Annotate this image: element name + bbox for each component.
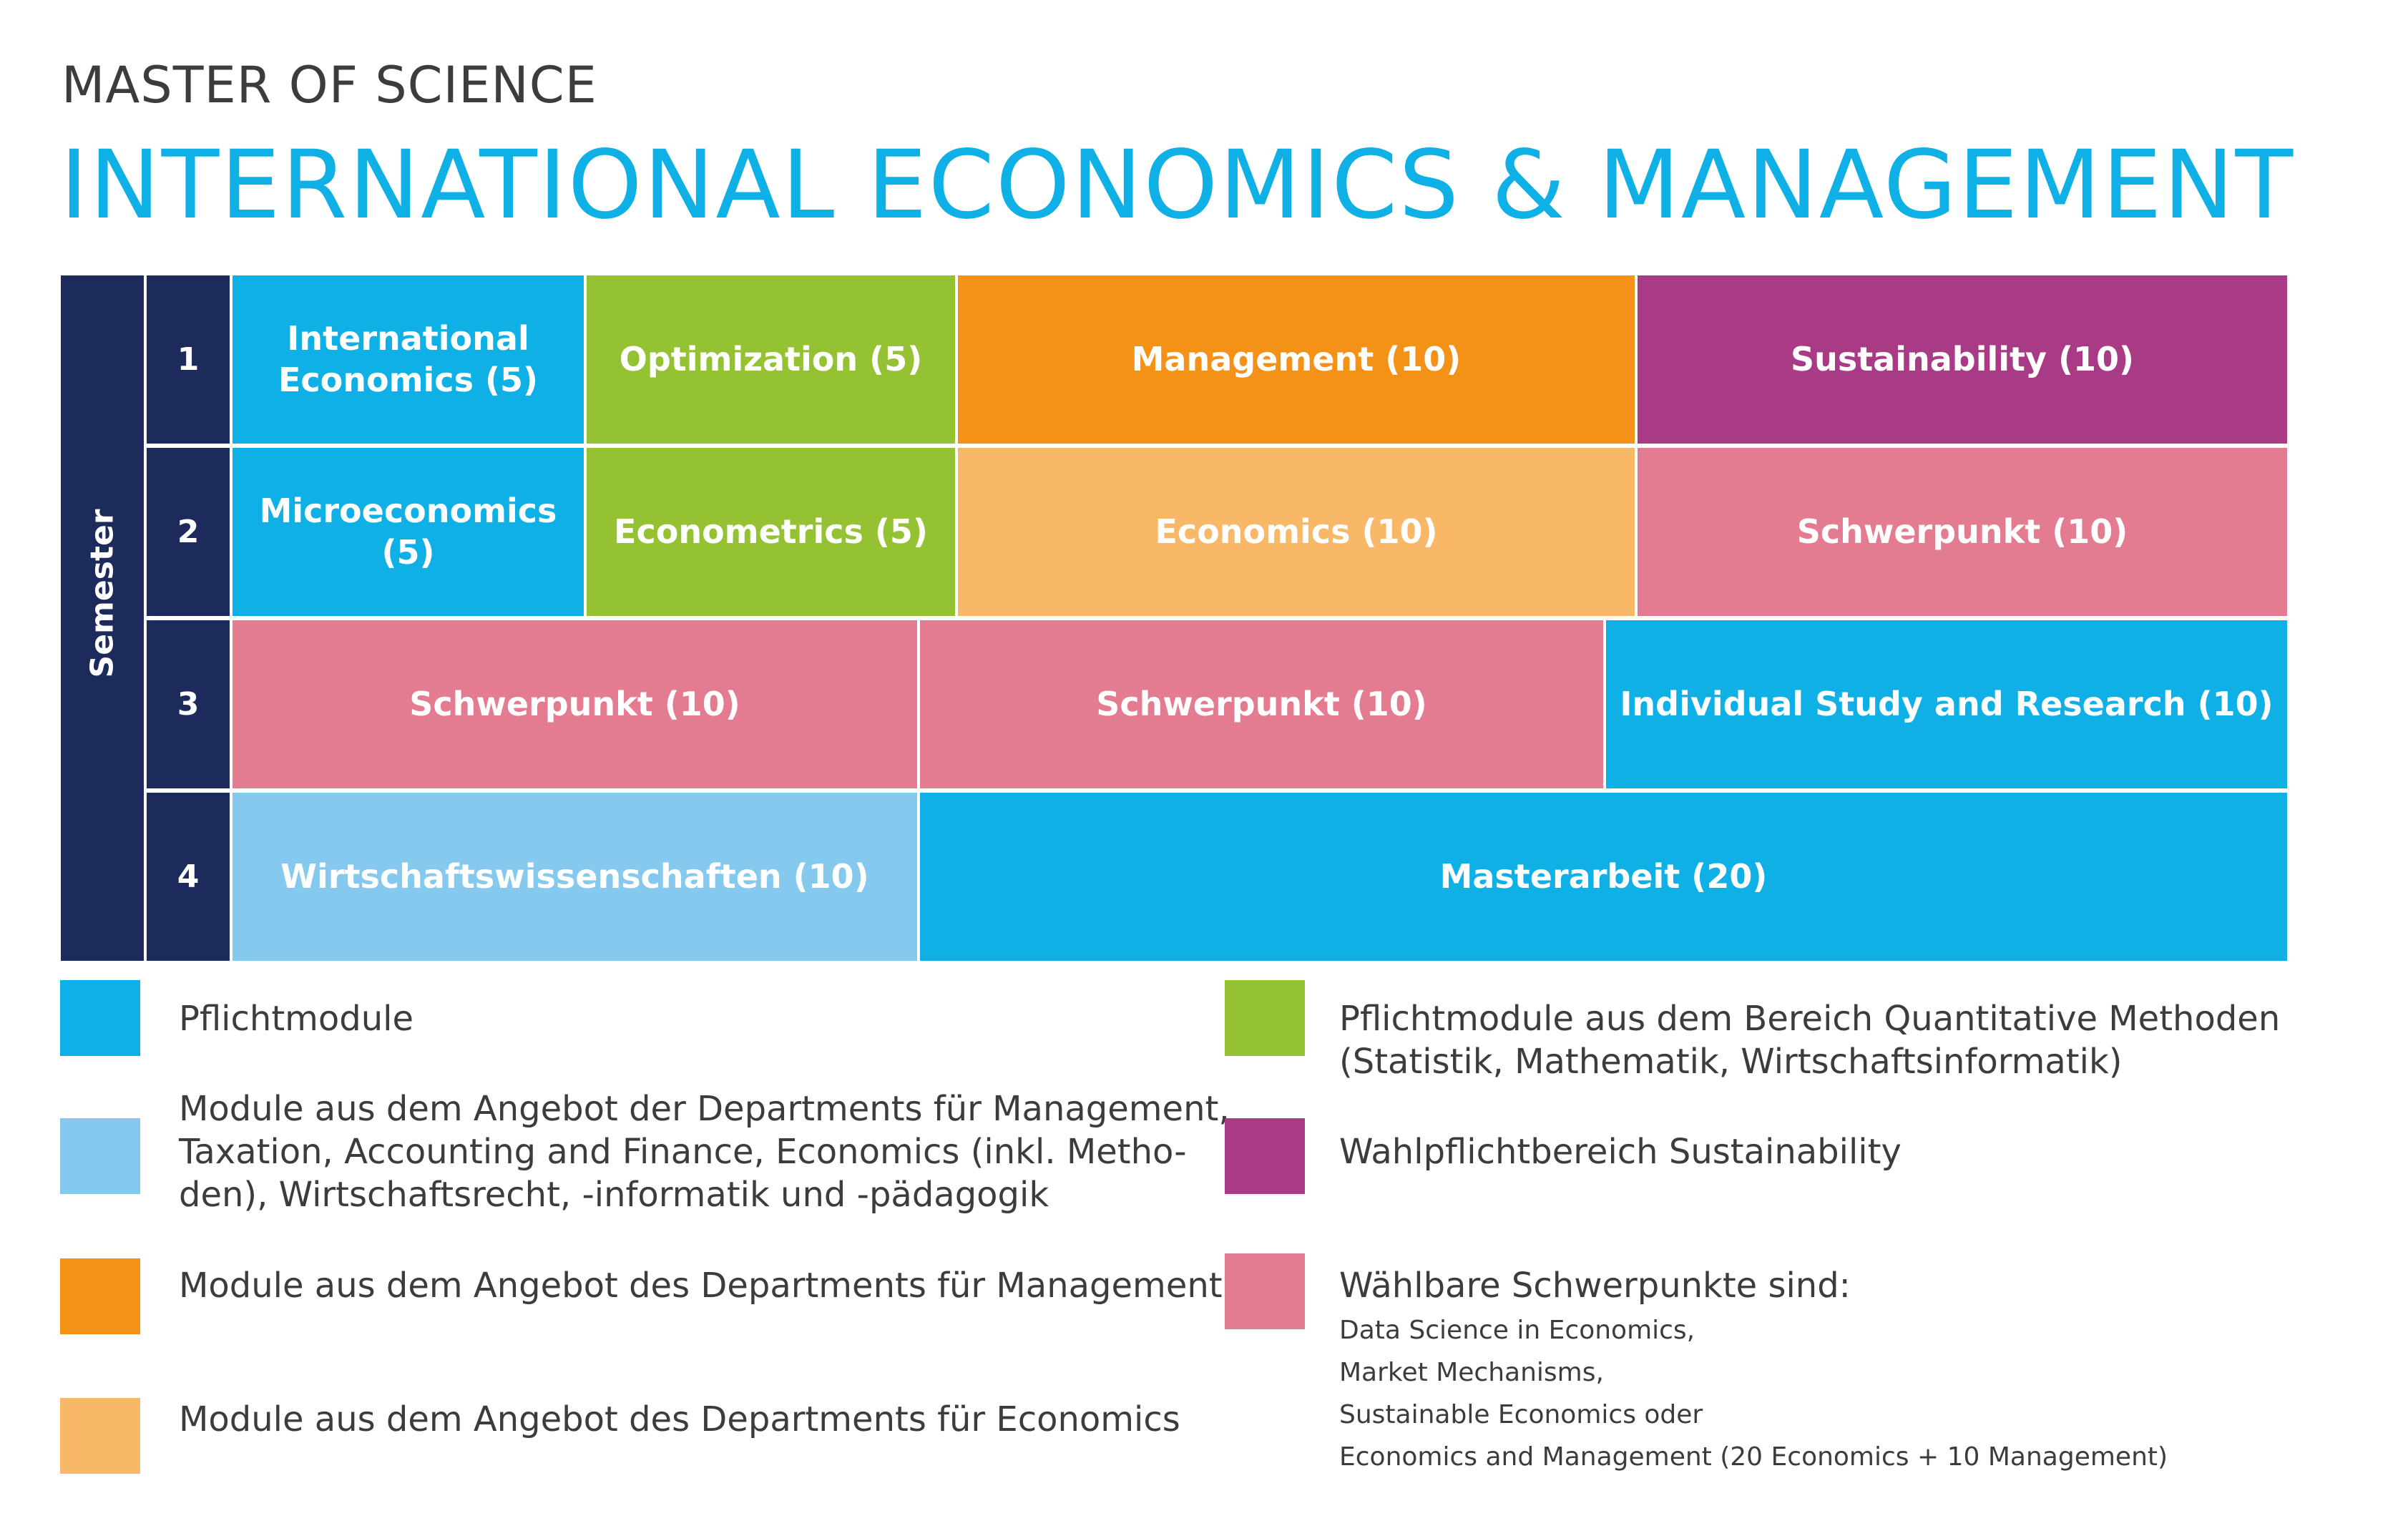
module-international-economics: International Economics (5)	[230, 273, 586, 446]
module-masterarbeit: Masterarbeit (20)	[918, 791, 2289, 963]
semester-number-1: 1	[145, 273, 232, 446]
legend-label-departments-line3: den), Wirtschaftsrecht, -informatik und …	[179, 1175, 1049, 1215]
legend-swatch-pflicht	[60, 980, 140, 1056]
legend-label-quant-line1: Pflichtmodule aus dem Bereich Quantitati…	[1339, 999, 2281, 1039]
semester-number-4: 4	[145, 791, 232, 963]
module-optimization: Optimization (5)	[584, 273, 957, 446]
module-wirtschaftswissenschaften: Wirtschaftswissenschaften (10)	[230, 791, 919, 963]
semester-axis	[59, 273, 146, 963]
semester-number-3: 3	[145, 618, 232, 791]
legend-label-management: Module aus dem Angebot des Departments f…	[179, 1266, 1223, 1306]
legend-swatch-sustainability	[1225, 1118, 1305, 1194]
legend-schwerpunkt-item: Sustainable Economics oder	[1339, 1400, 1703, 1429]
module-sustainability: Sustainability (10)	[1635, 273, 2289, 446]
legend-schwerpunkt-item: Economics and Management (20 Economics +…	[1339, 1442, 2168, 1472]
module-microeconomics: Microeconomics (5)	[230, 446, 586, 618]
semester-number-2: 2	[145, 446, 232, 618]
module-economics: Economics (10)	[956, 446, 1637, 618]
module-schwerpunkt-s3-b: Schwerpunkt (10)	[918, 618, 1605, 791]
legend-schwerpunkt-item: Data Science in Economics,	[1339, 1316, 1695, 1345]
legend-swatch-schwerpunkt	[1225, 1253, 1305, 1329]
legend-label-pflicht: Pflichtmodule	[179, 999, 414, 1039]
legend-swatch-economics	[60, 1398, 140, 1474]
legend-label-economics: Module aus dem Angebot des Departments f…	[179, 1399, 1180, 1439]
legend-label-schwerpunkt: Wählbare Schwerpunkte sind:	[1339, 1266, 1851, 1306]
legend-label-quant-line2: (Statistik, Mathematik, Wirtschaftsinfor…	[1339, 1042, 2123, 1082]
semester-axis-label: Semester	[84, 509, 121, 678]
module-management: Management (10)	[956, 273, 1637, 446]
module-individual-study: Individual Study and Research (10)	[1604, 618, 2289, 791]
legend-swatch-departments	[60, 1118, 140, 1194]
program-title: INTERNATIONAL ECONOMICS & MANAGEMENT	[60, 130, 2295, 240]
module-international-economics-line2: Economics (5)	[278, 360, 539, 399]
legend-label-sustainability: Wahlpflichtbereich Sustainability	[1339, 1132, 1902, 1172]
legend-swatch-management	[60, 1258, 140, 1334]
module-schwerpunkt-s2: Schwerpunkt (10)	[1635, 446, 2289, 618]
module-econometrics: Econometrics (5)	[584, 446, 957, 618]
legend-label-departments-line1: Module aus dem Angebot der Departments f…	[179, 1089, 1230, 1129]
legend-label-departments-line2: Taxation, Accounting and Finance, Econom…	[179, 1132, 1187, 1172]
legend-swatch-quant	[1225, 980, 1305, 1056]
module-international-economics-line1: International	[287, 319, 529, 358]
program-degree: MASTER OF SCIENCE	[62, 56, 597, 114]
module-schwerpunkt-s3-a: Schwerpunkt (10)	[230, 618, 919, 791]
legend-schwerpunkt-item: Market Mechanisms,	[1339, 1358, 1604, 1387]
